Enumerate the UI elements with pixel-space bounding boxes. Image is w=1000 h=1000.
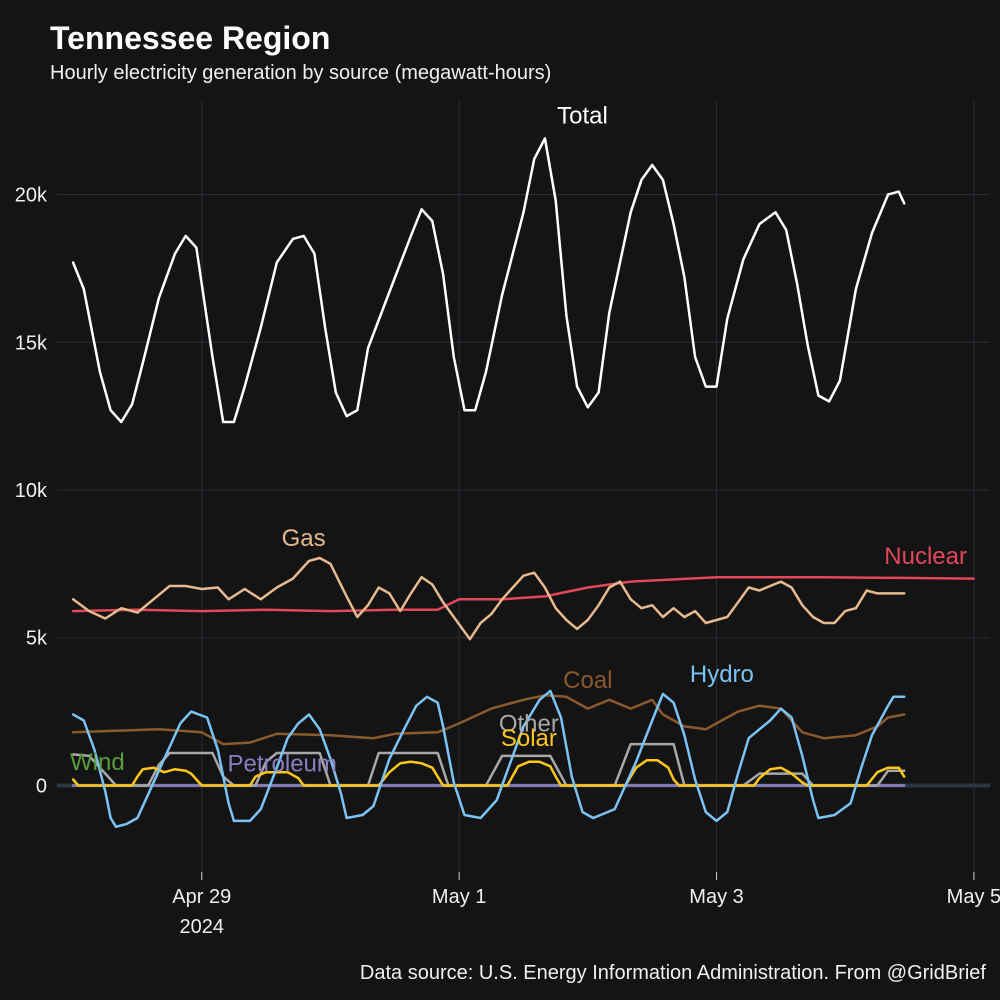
series-label-solar: Solar: [501, 725, 557, 752]
series-label-gas: Gas: [282, 525, 326, 552]
series-line-nuclear: [71, 575, 976, 613]
x-tick-label: May 1: [432, 886, 486, 908]
series-label-hydro: Hydro: [690, 661, 754, 688]
series-line-coal: [71, 694, 906, 746]
data-source-caption: Data source: U.S. Energy Information Adm…: [359, 962, 986, 984]
x-tick-label: Apr 29: [172, 886, 231, 908]
series-label-other: Other: [499, 711, 559, 738]
series-line-total: [71, 137, 906, 424]
y-tick-label: 0: [36, 775, 47, 797]
chart-subtitle: Hourly electricity generation by source …: [50, 62, 552, 84]
series-line-gas: [71, 556, 906, 641]
y-tick-label: 15k: [15, 332, 48, 354]
x-tick-label: May 5: [947, 886, 1000, 908]
series-line-hydro: [71, 689, 906, 829]
y-tick-label: 10k: [15, 480, 48, 502]
chart-title: Tennessee Region: [50, 20, 331, 56]
series-label-total: Total: [557, 103, 608, 130]
y-tick-label: 20k: [15, 185, 48, 207]
series-label-wind: Wind: [70, 749, 125, 776]
series-label-petroleum: Petroleum: [228, 750, 337, 777]
axes: 0 5k 10k 15k 20k Apr 29 2024 May 1 May 3 May 5: [15, 185, 1000, 938]
x-tick-label: May 3: [689, 886, 743, 908]
x-tick-sublabel: 2024: [180, 916, 225, 938]
series-line-solar: [71, 759, 906, 787]
series-label-coal: Coal: [563, 667, 612, 694]
series-label-nuclear: Nuclear: [884, 543, 967, 570]
y-tick-label: 5k: [26, 628, 48, 650]
series: [71, 137, 976, 829]
